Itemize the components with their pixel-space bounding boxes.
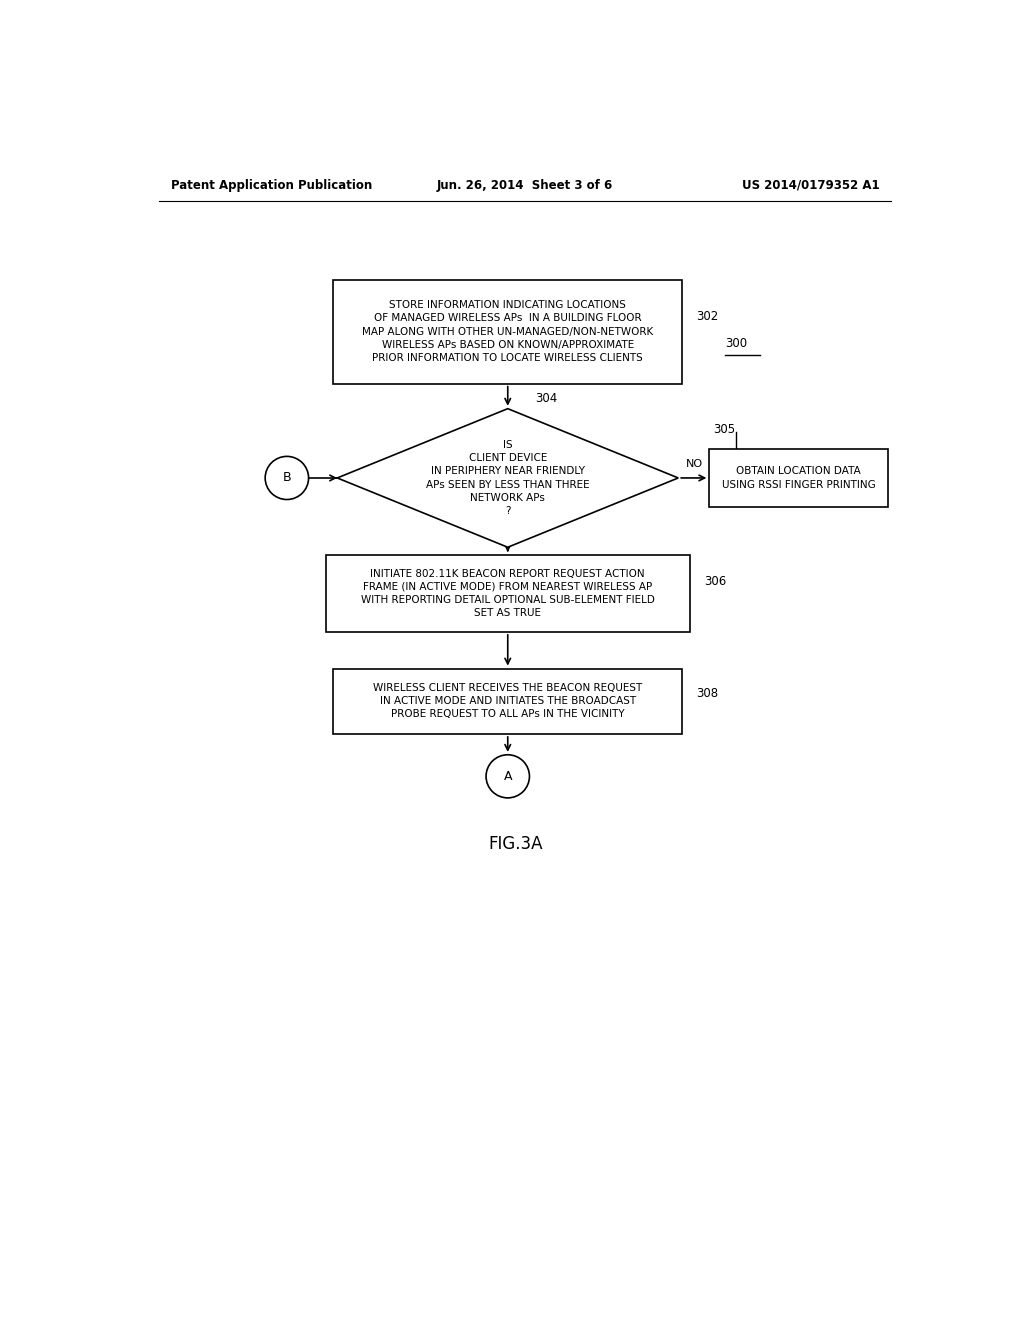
Text: 305: 305 [713,424,735,437]
Text: YES: YES [514,561,535,572]
Circle shape [265,457,308,499]
FancyBboxPatch shape [326,554,690,632]
Text: WIRELESS CLIENT RECEIVES THE BEACON REQUEST
IN ACTIVE MODE AND INITIATES THE BRO: WIRELESS CLIENT RECEIVES THE BEACON REQU… [373,682,642,719]
Text: 300: 300 [725,337,746,350]
FancyBboxPatch shape [334,280,682,384]
Text: INITIATE 802.11K BEACON REPORT REQUEST ACTION
FRAME (IN ACTIVE MODE) FROM NEARES: INITIATE 802.11K BEACON REPORT REQUEST A… [360,569,654,618]
Text: 306: 306 [703,576,726,589]
Circle shape [486,755,529,797]
Text: 304: 304 [535,392,557,405]
Text: IS
CLIENT DEVICE
IN PERIPHERY NEAR FRIENDLY
APs SEEN BY LESS THAN THREE
NETWORK : IS CLIENT DEVICE IN PERIPHERY NEAR FRIEN… [426,440,590,516]
FancyBboxPatch shape [334,668,682,734]
Text: A: A [504,770,512,783]
Text: 302: 302 [696,310,718,323]
Text: US 2014/0179352 A1: US 2014/0179352 A1 [742,178,880,191]
Text: FIG.3A: FIG.3A [488,834,543,853]
Text: STORE INFORMATION INDICATING LOCATIONS
OF MANAGED WIRELESS APs  IN A BUILDING FL: STORE INFORMATION INDICATING LOCATIONS O… [362,300,653,363]
Text: Jun. 26, 2014  Sheet 3 of 6: Jun. 26, 2014 Sheet 3 of 6 [436,178,613,191]
Polygon shape [337,409,678,548]
FancyBboxPatch shape [710,449,888,507]
Text: NO: NO [686,459,703,469]
Text: 308: 308 [696,686,718,700]
Text: B: B [283,471,291,484]
Text: OBTAIN LOCATION DATA
USING RSSI FINGER PRINTING: OBTAIN LOCATION DATA USING RSSI FINGER P… [722,466,876,490]
Text: Patent Application Publication: Patent Application Publication [171,178,372,191]
